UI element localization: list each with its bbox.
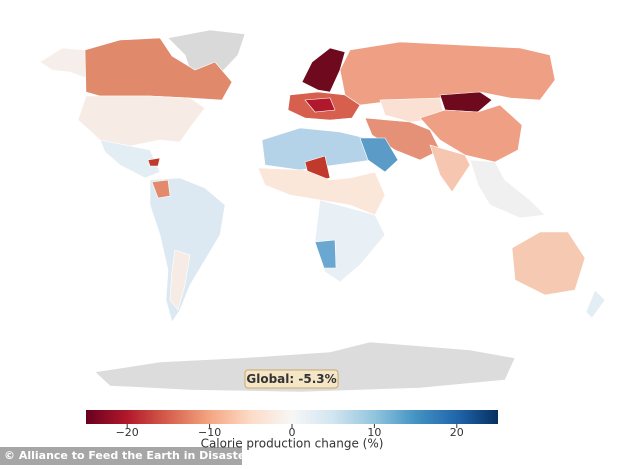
colorbar-tick-label: 20 [450, 426, 464, 439]
alaska [39, 47, 87, 79]
colorbar-tick-label: 0 [289, 426, 296, 439]
australia [511, 231, 586, 296]
colorbar-ticks: −20 −10 0 10 20 [116, 424, 464, 439]
new-zealand [585, 289, 606, 319]
middle-east [364, 117, 441, 161]
west-africa [257, 167, 386, 216]
southeast-asia [469, 159, 546, 219]
annotation: Global: -5.3% [246, 372, 336, 386]
mexico [99, 139, 161, 179]
eastern-europe [304, 97, 336, 113]
india [429, 144, 471, 193]
saudi-arabia [359, 137, 399, 173]
colorbar-tick-label: −20 [116, 426, 139, 439]
colorbar [86, 410, 498, 424]
colorbar-tick-label: −10 [198, 426, 221, 439]
global-annotation: Global: -5.3% [244, 369, 339, 389]
colorbar-tick-label: 10 [367, 426, 381, 439]
colorbar-label: Calorie production change (%) [201, 437, 384, 451]
south-america [149, 177, 226, 323]
china [419, 104, 523, 163]
argentina [169, 249, 191, 311]
mongolia [439, 91, 493, 113]
antarctica [94, 341, 516, 393]
caribbean [147, 157, 161, 167]
annotation-box [244, 369, 339, 389]
credit: © Alliance to Feed the Earth in Disaster… [4, 449, 258, 462]
world-map [39, 29, 606, 393]
usa [77, 95, 206, 147]
namibia [314, 239, 337, 269]
credit-background [0, 447, 242, 465]
russia [339, 41, 556, 106]
venezuela [151, 179, 171, 199]
scandinavia [301, 47, 346, 93]
